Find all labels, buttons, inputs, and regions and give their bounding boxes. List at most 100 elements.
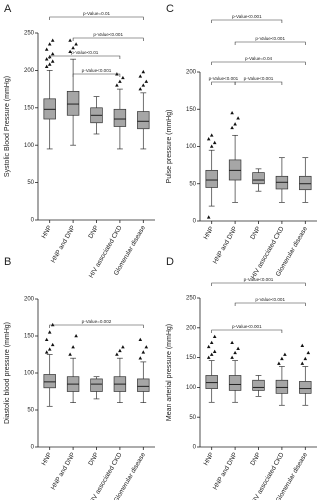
- outlier: [118, 348, 122, 353]
- outlier: [121, 75, 125, 80]
- p-value-label: p-Value=0.002: [82, 319, 112, 324]
- outlier: [144, 345, 149, 349]
- outlier: [47, 347, 52, 351]
- significance-bracket: [234, 302, 306, 306]
- outlier: [138, 337, 143, 341]
- outlier: [283, 352, 287, 356]
- significance-bracket: [72, 73, 121, 77]
- x-tick-label: HNP and DNP: [50, 452, 77, 492]
- box: [299, 175, 312, 191]
- outlier: [209, 340, 214, 344]
- y-tick-label: 0: [193, 445, 197, 451]
- outlier: [212, 334, 217, 339]
- x-tick-label: DNP: [87, 225, 100, 240]
- outlier: [306, 350, 311, 355]
- y-axis-title: Diastolic blood pressure (mmHg): [4, 322, 11, 424]
- y-tick-label: 250: [186, 296, 197, 302]
- significance-bracket: [234, 81, 283, 85]
- outlier: [144, 79, 149, 83]
- significance-bracket: [234, 41, 306, 45]
- x-tick-label: HNP: [41, 452, 54, 467]
- x-tick-label: DNP: [249, 452, 262, 467]
- outlier: [44, 64, 49, 68]
- significance-bracket: [49, 16, 144, 20]
- x-tick-label: HNP: [41, 225, 54, 240]
- y-tick-label: 0: [31, 218, 35, 224]
- y-tick-label: 50: [189, 181, 196, 187]
- outlier: [74, 334, 78, 338]
- outlier: [206, 355, 211, 359]
- outlier: [47, 330, 52, 334]
- significance-bracket: [211, 329, 283, 333]
- y-tick-label: 50: [27, 180, 34, 186]
- outlier: [300, 361, 305, 365]
- outlier: [230, 340, 234, 344]
- outlier: [44, 47, 49, 51]
- outlier: [236, 346, 240, 350]
- y-tick-label: 100: [186, 385, 197, 391]
- y-axis-title: Mean arterial pressure (mmHg): [166, 324, 173, 421]
- box: [205, 169, 218, 188]
- outlier: [44, 337, 49, 341]
- p-value-label: p-Value=0.01: [83, 11, 111, 16]
- box: [275, 379, 289, 394]
- outlier: [141, 350, 146, 354]
- outlier: [50, 59, 55, 63]
- outlier: [233, 122, 237, 126]
- significance-bracket: [72, 37, 144, 41]
- box: [43, 374, 56, 389]
- outlier: [141, 69, 146, 74]
- outlier: [68, 352, 72, 356]
- outlier: [209, 144, 214, 148]
- significance-bracket: [211, 61, 306, 65]
- p-value-label: p-Value<0.001: [255, 36, 285, 41]
- box: [252, 379, 265, 391]
- outlier: [71, 345, 75, 349]
- outlier: [138, 356, 143, 360]
- p-value-label: p-Value<0.001: [244, 76, 274, 81]
- p-value-label: p-Value<0.001: [209, 76, 239, 81]
- y-tick-label: 150: [24, 334, 35, 340]
- p-value-label: p-Value=0.04: [245, 56, 273, 61]
- p-value-label: p-Value<0.001: [93, 32, 123, 37]
- box: [66, 90, 80, 116]
- outlier: [280, 356, 284, 361]
- outlier: [138, 74, 143, 78]
- box: [228, 375, 242, 391]
- y-tick-label: 0: [31, 445, 35, 451]
- significance-bracket: [211, 282, 306, 286]
- outlier: [50, 51, 55, 56]
- y-tick-label: 100: [186, 144, 197, 150]
- outlier: [212, 140, 217, 145]
- box: [299, 381, 312, 394]
- outlier: [209, 352, 214, 356]
- outlier: [138, 87, 143, 91]
- outlier: [44, 57, 49, 61]
- significance-bracket: [49, 324, 144, 328]
- outlier: [47, 42, 52, 46]
- y-tick-label: 50: [27, 408, 34, 414]
- outlier: [74, 42, 78, 46]
- outlier: [230, 125, 234, 130]
- x-tick-label: HNP and DNP: [50, 225, 77, 265]
- outlier: [71, 45, 75, 50]
- outlier: [206, 344, 211, 349]
- x-tick-label: HNP and DNP: [212, 226, 239, 266]
- y-tick-label: 250: [24, 31, 35, 37]
- outlier: [230, 110, 234, 115]
- p-value-label: p-Value<0.001: [232, 324, 262, 329]
- y-axis-title: Systolic Blood Pressure (mmHg): [4, 76, 11, 177]
- x-tick-label: HNP: [203, 452, 216, 467]
- outlier: [115, 352, 119, 356]
- y-tick-label: 200: [186, 70, 197, 76]
- outlier: [206, 215, 211, 219]
- outlier: [68, 38, 72, 42]
- outlier: [50, 342, 55, 347]
- y-tick-label: 200: [24, 297, 35, 303]
- box: [205, 375, 218, 389]
- outlier: [209, 133, 214, 137]
- outlier: [121, 345, 125, 349]
- box: [137, 111, 150, 130]
- p-value-label: p-Value<0.01: [71, 50, 99, 55]
- outlier: [44, 350, 49, 354]
